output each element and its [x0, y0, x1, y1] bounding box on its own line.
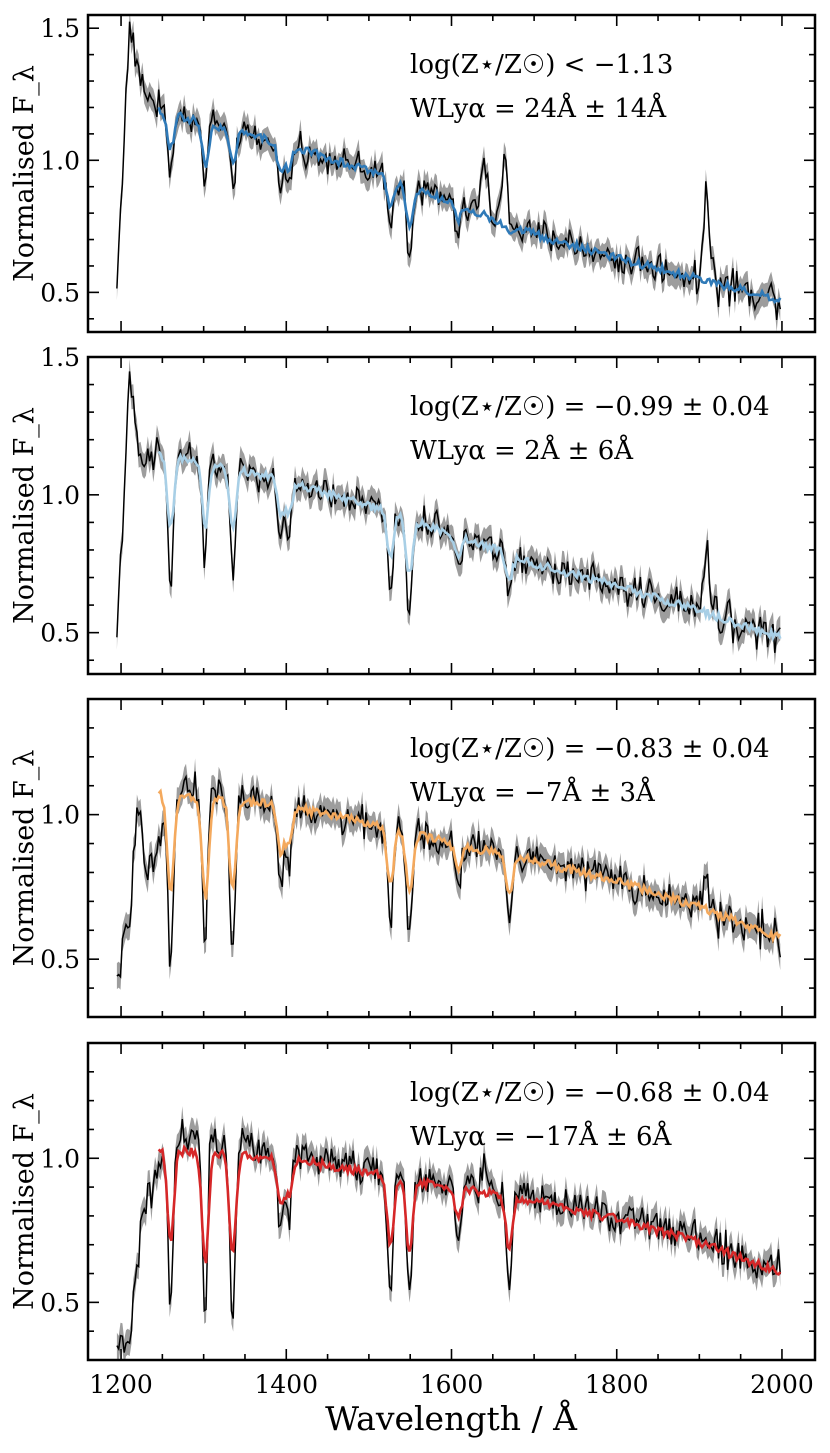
y-tick-label: 1.0	[40, 1144, 80, 1173]
y-tick-label: 1.0	[40, 481, 80, 510]
y-tick-label: 1.5	[40, 14, 80, 43]
y-axis-label: Normalised F_λ	[9, 65, 40, 282]
y-tick-label: 0.5	[40, 1288, 80, 1317]
y-tick-label: 1.0	[40, 146, 80, 175]
model-spectrum	[157, 107, 782, 305]
lya-annotation: WLyα = −7Å ± 3Å	[410, 776, 656, 808]
y-axis-label: Normalised F_λ	[9, 750, 40, 967]
y-tick-label: 0.5	[40, 278, 80, 307]
metallicity-annotation: log(Z⋆/Z☉) < −1.13	[410, 50, 673, 80]
x-tick-label: 1600	[420, 1370, 484, 1399]
metallicity-annotation: log(Z⋆/Z☉) = −0.99 ± 0.04	[410, 392, 770, 422]
y-tick-label: 0.5	[40, 945, 80, 974]
error-band	[116, 359, 781, 666]
spectrum-area	[116, 758, 782, 990]
lya-annotation: WLyα = 24Å ± 14Å	[410, 92, 667, 124]
model-spectrum	[157, 1144, 782, 1276]
y-axis-label: Normalised F_λ	[9, 1093, 40, 1310]
panel-2: 0.5 1.0 1.5 Normalised F_λ log(Z⋆/Z☉) = −0.9…	[9, 343, 817, 676]
error-band	[116, 758, 781, 990]
metallicity-annotation: log(Z⋆/Z☉) = −0.68 ± 0.04	[410, 1078, 770, 1108]
y-tick-label: 0.5	[40, 619, 80, 648]
spectrum-area	[116, 15, 782, 332]
metallicity-annotation: log(Z⋆/Z☉) = −0.83 ± 0.04	[410, 734, 770, 764]
lya-annotation: WLyα = 2Å ± 6Å	[410, 434, 634, 466]
x-tick-label: 1400	[254, 1370, 318, 1399]
x-tick-label: 1200	[89, 1370, 153, 1399]
x-axis-label: Wavelength / Å	[325, 1398, 578, 1438]
x-tick-label: 2000	[750, 1370, 814, 1399]
y-tick-label: 1.0	[40, 801, 80, 830]
y-tick-label: 1.5	[40, 343, 80, 372]
model-spectrum	[157, 788, 782, 944]
spectrum-area	[116, 359, 782, 666]
model-spectrum	[157, 450, 782, 643]
y-axis-label: Normalised F_λ	[9, 407, 40, 624]
x-tick-label: 1800	[585, 1370, 649, 1399]
lya-annotation: WLyα = −17Å ± 6Å	[410, 1120, 673, 1152]
spectrum-area	[116, 1106, 782, 1360]
